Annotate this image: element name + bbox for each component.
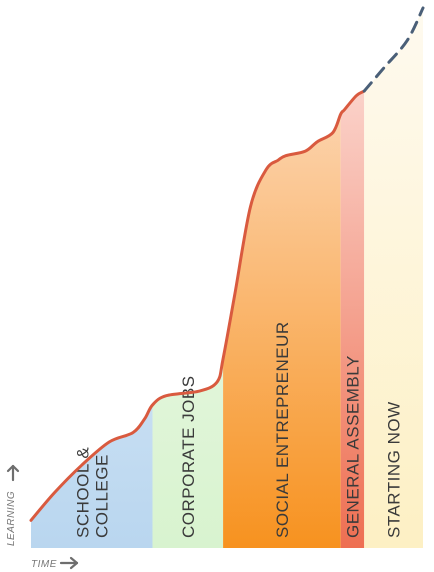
y-axis: LEARNING bbox=[6, 466, 18, 546]
x-axis-label: TIME bbox=[31, 559, 57, 570]
phase-label: COLLEGE bbox=[92, 454, 111, 538]
arrow-up-icon bbox=[8, 466, 18, 480]
y-axis-label: LEARNING bbox=[6, 491, 17, 546]
phase-label: CORPORATE JOBS bbox=[179, 375, 198, 538]
x-axis: TIME bbox=[31, 558, 77, 570]
phase-label: SCHOOL & bbox=[73, 447, 92, 538]
arrow-right-icon bbox=[61, 558, 77, 568]
phase-label: STARTING NOW bbox=[385, 401, 404, 538]
phase-label: GENERAL ASSEMBLY bbox=[343, 355, 362, 538]
phase-label: SOCIAL ENTREPRENEUR bbox=[273, 321, 292, 538]
